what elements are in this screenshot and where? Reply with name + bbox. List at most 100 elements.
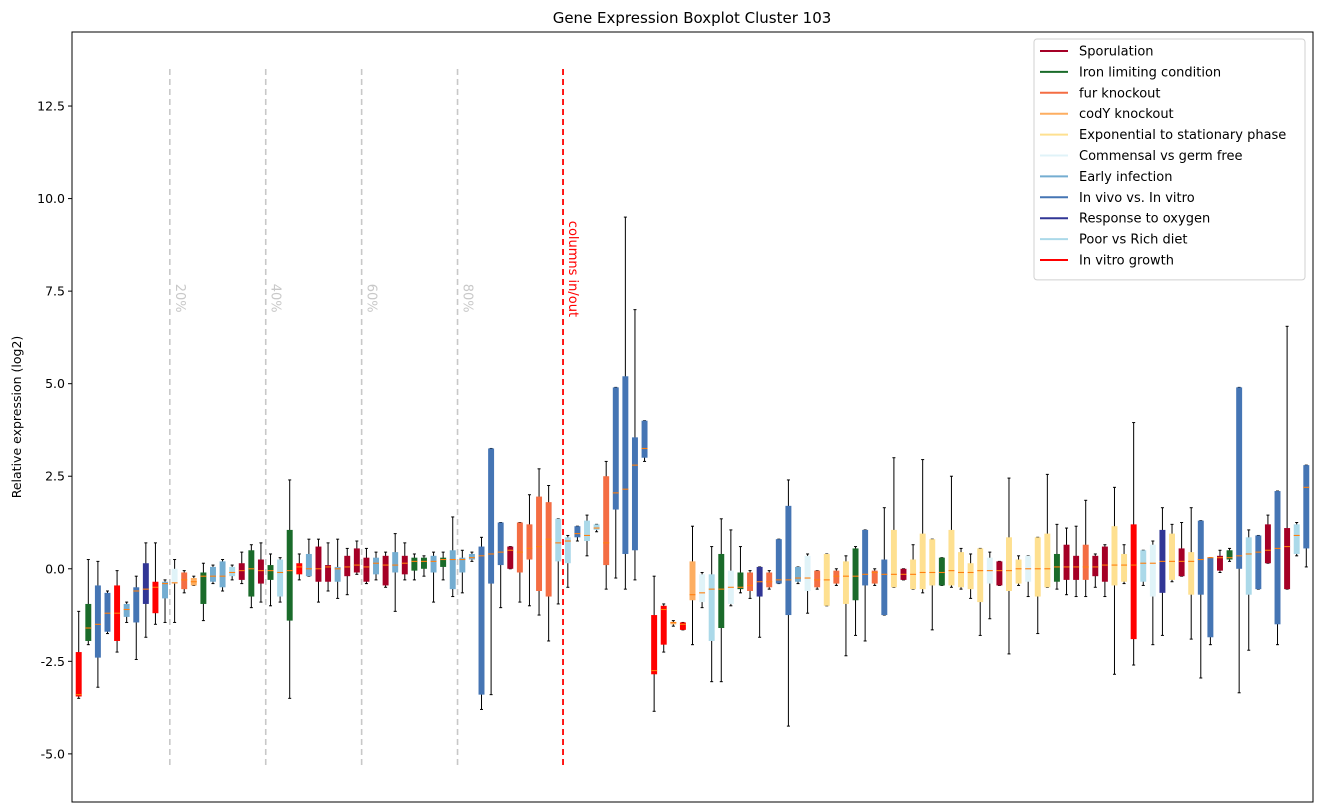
box-body (1188, 552, 1195, 595)
box-item (1255, 534, 1262, 590)
chart-title: Gene Expression Boxplot Cluster 103 (553, 9, 832, 27)
box-item (1216, 549, 1223, 573)
box-item (420, 555, 427, 577)
y-tick-label: -2.5 (41, 654, 65, 669)
box-item (967, 553, 974, 599)
box-item (1082, 499, 1089, 598)
box-body (785, 505, 792, 616)
box-body (1236, 387, 1243, 569)
box-body (1130, 524, 1137, 640)
box-item (133, 575, 140, 660)
box-body (670, 622, 677, 625)
box-item (1130, 422, 1137, 666)
box-item (296, 553, 303, 581)
box-body (1226, 550, 1233, 560)
box-body (123, 603, 130, 617)
box-body (1140, 550, 1147, 582)
box-item (631, 309, 638, 581)
legend-label: Poor vs Rich diet (1079, 233, 1187, 248)
box-body (219, 561, 226, 588)
box-item (94, 560, 101, 688)
box-body (1063, 544, 1070, 580)
inout-marker-label: columns in/out (565, 221, 580, 317)
box-item (1159, 507, 1166, 636)
box-item (938, 557, 945, 586)
box-body (958, 552, 965, 588)
box-item (171, 559, 178, 623)
legend-item: In vivo vs. In vitro (1040, 191, 1195, 206)
box-item (85, 559, 92, 646)
box-item (488, 447, 495, 696)
box-item (890, 457, 897, 588)
box-body (977, 548, 984, 603)
box-body (775, 539, 782, 584)
box-item (545, 484, 552, 642)
box-body (344, 555, 351, 577)
legend-item: Iron limiting condition (1040, 65, 1221, 80)
box-body (315, 546, 322, 582)
box-item (123, 601, 130, 623)
box-item (507, 546, 514, 570)
box-body (1073, 555, 1080, 580)
box-item (478, 536, 485, 710)
box-body (181, 572, 188, 590)
box-item (919, 459, 926, 594)
box-item (449, 516, 456, 598)
box-body (948, 529, 955, 586)
box-item (737, 546, 744, 594)
box-item (679, 621, 686, 631)
box-item (1226, 547, 1233, 562)
box-item (823, 553, 830, 607)
box-item (699, 571, 706, 609)
legend-label: In vivo vs. In vitro (1079, 191, 1195, 206)
box-body (267, 565, 274, 580)
box-body (1255, 535, 1262, 590)
box-body (286, 529, 293, 621)
box-item (401, 542, 408, 581)
box-body (85, 603, 92, 641)
box-series (75, 216, 1310, 727)
box-body (75, 652, 82, 697)
box-body (804, 555, 811, 591)
box-body (401, 555, 408, 575)
box-item (842, 555, 849, 657)
y-tick-label: 2.5 (45, 469, 65, 484)
box-body (1216, 555, 1223, 571)
box-body (104, 592, 111, 632)
box-body (1293, 524, 1300, 554)
box-body (881, 559, 888, 616)
box-body (708, 574, 715, 641)
box-item (392, 533, 399, 612)
box-body (622, 376, 629, 554)
box-body (1264, 524, 1271, 564)
box-body (411, 557, 418, 571)
box-item (833, 568, 840, 586)
legend-item: Commensal vs germ free (1040, 149, 1242, 164)
box-item (334, 538, 341, 599)
box-item (747, 570, 754, 599)
box-body (334, 566, 341, 582)
box-body (593, 524, 600, 530)
box-body (449, 550, 456, 590)
legend-label: Sporulation (1079, 45, 1154, 60)
box-item (795, 566, 801, 585)
box-body (890, 529, 897, 588)
box-body (737, 572, 744, 590)
box-body (382, 555, 389, 586)
box-item (584, 514, 590, 557)
box-body (814, 570, 821, 588)
box-body (747, 572, 754, 591)
box-body (641, 420, 648, 458)
box-body (526, 524, 533, 560)
box-item (775, 538, 782, 585)
box-body (1092, 555, 1099, 577)
box-body (1245, 537, 1252, 595)
box-body (1284, 528, 1291, 590)
box-body (545, 502, 552, 597)
y-tick-label: 10.0 (37, 191, 65, 206)
box-item (766, 570, 773, 590)
box-item (373, 551, 379, 581)
box-item (862, 529, 869, 642)
box-body (651, 615, 658, 675)
y-tick-label: -5.0 (41, 746, 65, 761)
